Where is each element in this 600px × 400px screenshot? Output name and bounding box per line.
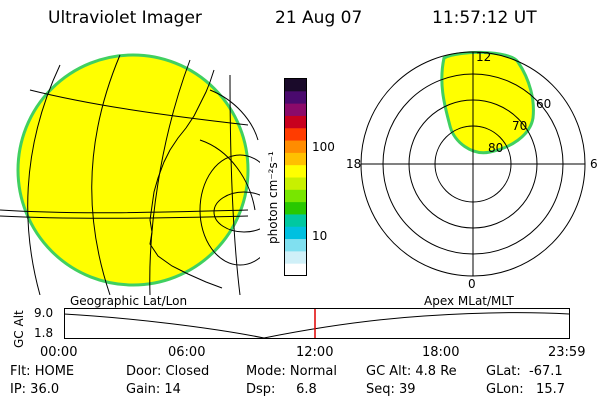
colorbar-band — [285, 177, 306, 191]
status-gc-alt: GC Alt: 4.8 Re — [366, 364, 457, 379]
status-seq: Seq: 39 — [366, 382, 416, 397]
xtick-1800: 18:00 — [422, 345, 460, 360]
mlt-label-12: 12 — [476, 50, 491, 64]
mlt-label-0: 0 — [468, 277, 476, 290]
geographic-map-panel — [0, 53, 260, 295]
status-glat: GLat: -67.1 — [486, 364, 563, 379]
auroral-oval — [440, 50, 535, 155]
colorbar-tick-100: 100 — [312, 140, 335, 154]
time-label: 11:57:12 UT — [432, 8, 537, 28]
colorbar-band — [285, 165, 306, 178]
colorbar-band — [285, 239, 306, 252]
instrument-title: Ultraviolet Imager — [48, 8, 202, 28]
colorbar-band — [285, 263, 306, 277]
timeline-right-title: Apex MLat/MLT — [424, 294, 514, 308]
xtick-0600: 06:00 — [168, 345, 206, 360]
xtick-1200: 12:00 — [296, 345, 334, 360]
status-dsp: Dsp: 6.8 — [246, 382, 317, 397]
mlt-label-18: 18 — [346, 157, 361, 171]
date-label: 21 Aug 07 — [275, 8, 363, 28]
colorbar-band — [285, 214, 306, 228]
timeline-axis-label: GC Alt — [12, 310, 26, 348]
colorbar-band — [285, 91, 306, 105]
timeline-plot — [64, 308, 570, 339]
colorbar-band — [285, 202, 306, 215]
ytick-9: 9.0 — [34, 306, 54, 320]
altitude-curve — [64, 312, 570, 339]
status-glon: GLon: 15.7 — [486, 382, 566, 397]
lat-label-80: 80 — [488, 141, 503, 155]
mlt-label-6: 6 — [590, 157, 598, 171]
status-mode: Mode: Normal — [246, 364, 337, 379]
xtick-0000: 00:00 — [40, 345, 78, 360]
polar-mlt-plot: 12 18 6 0 60 70 80 — [346, 50, 598, 290]
colorbar-unit: photon cm⁻²s⁻¹ — [266, 151, 280, 244]
coastline — [149, 69, 223, 289]
timeline-left-title: Geographic Lat/Lon — [70, 294, 188, 308]
status-door: Door: Closed — [126, 364, 210, 379]
xtick-2359: 23:59 — [548, 345, 586, 360]
colorbar — [284, 78, 307, 277]
colorbar-band — [285, 189, 306, 203]
colorbar-band — [285, 79, 306, 92]
colorbar-band — [285, 251, 306, 265]
lat-label-70: 70 — [512, 119, 527, 133]
colorbar-band — [285, 226, 306, 240]
status-flight: Flt: HOME — [10, 364, 75, 379]
colorbar-band — [285, 152, 306, 166]
colorbar-band — [285, 140, 306, 154]
colorbar-band — [285, 103, 306, 117]
colorbar-band — [285, 115, 306, 129]
colorbar-tick-10: 10 — [312, 229, 328, 243]
lat-label-60: 60 — [536, 97, 551, 111]
status-gain: Gain: 14 — [126, 382, 181, 397]
uv-image-disk — [16, 53, 250, 287]
status-ip: IP: 36.0 — [10, 382, 60, 397]
ytick-1-8: 1.8 — [34, 326, 54, 340]
colorbar-band — [285, 128, 306, 142]
